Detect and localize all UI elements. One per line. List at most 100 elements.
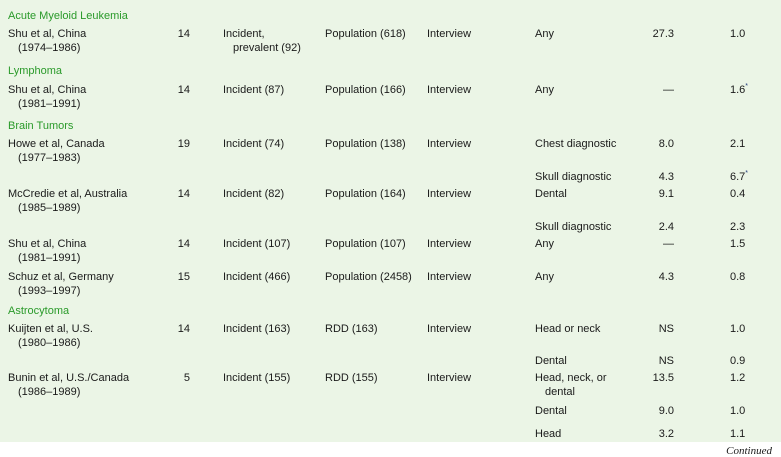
odds-ratio-cell: 1.0 — [730, 322, 780, 336]
study-cell-line: (1977–1983) — [18, 152, 81, 164]
study-cell-line: (1993–1997) — [18, 285, 81, 297]
method-cell: Interview — [427, 372, 472, 384]
odds-ratio-value: 0.9 — [730, 355, 746, 367]
exposure-cell: Any — [535, 83, 655, 97]
exposure-cell-line: dental — [545, 386, 575, 398]
exposure-cell-line: Dental — [535, 188, 567, 200]
significance-marker: * — [745, 83, 749, 90]
percent-exposed-cell: 13.5 — [652, 372, 674, 384]
study-cell-line: McCredie et al, Australia — [8, 188, 128, 200]
percent-exposed-cell: 27.3 — [652, 28, 674, 40]
odds-ratio-value: 0.4 — [730, 188, 746, 200]
cases-cell-line: Incident, — [223, 28, 265, 40]
odds-ratio-value: 1.5 — [730, 238, 746, 250]
section-heading: Lymphoma — [8, 65, 63, 77]
table-panel — [0, 0, 781, 442]
age-cell: 14 — [177, 84, 190, 96]
odds-ratio-value: 2.3 — [730, 221, 746, 233]
odds-ratio-cell: 1.6* — [730, 83, 780, 97]
method-cell: Interview — [427, 238, 472, 250]
study-cell-line: (1985–1989) — [18, 202, 81, 214]
odds-ratio-value: 0.8 — [730, 271, 746, 283]
study-cell: Shu et al, China (1981–1991) — [8, 237, 178, 265]
study-cell-line: (1981–1991) — [18, 252, 81, 264]
study-cell-line: Bunin et al, U.S./Canada — [8, 372, 130, 384]
cases-cell-line: Incident (107) — [223, 238, 291, 250]
controls-cell: Population (107) — [325, 238, 406, 250]
percent-exposed-cell: — — [663, 238, 674, 250]
exposure-cell-line: Dental — [535, 405, 567, 417]
odds-ratio-cell: 0.4 — [730, 187, 780, 201]
odds-ratio-cell: 1.0 — [730, 404, 780, 418]
odds-ratio-cell: 1.1 — [730, 427, 780, 441]
percent-exposed-cell: 9.1 — [658, 188, 674, 200]
exposure-cell: Any — [535, 27, 655, 41]
cases-cell-line: Incident (466) — [223, 271, 291, 283]
study-cell-line: Kuijten et al, U.S. — [8, 323, 93, 335]
odds-ratio-cell: 0.8 — [730, 270, 780, 284]
section-heading: Brain Tumors — [8, 120, 74, 132]
method-cell: Interview — [427, 138, 472, 150]
study-cell-line: (1981–1991) — [18, 98, 81, 110]
age-cell: 14 — [177, 238, 190, 250]
cases-cell-line: prevalent (92) — [233, 42, 301, 54]
cases-cell: Incident (74) — [223, 137, 323, 151]
cases-cell-line: Incident (163) — [223, 323, 291, 335]
study-cell-line: (1986–1989) — [18, 386, 81, 398]
percent-exposed-cell: 8.0 — [658, 138, 674, 150]
cases-cell: Incident (466) — [223, 270, 323, 284]
study-cell-line: Shu et al, China — [8, 84, 87, 96]
cases-cell: Incident, prevalent (92) — [223, 27, 323, 55]
cases-cell: Incident (82) — [223, 187, 323, 201]
exposure-cell-line: Any — [535, 84, 554, 96]
percent-exposed-cell: 2.4 — [658, 221, 674, 233]
exposure-cell-line: Skull diagnostic — [535, 171, 612, 183]
odds-ratio-value: 2.1 — [730, 138, 746, 150]
age-cell: 15 — [177, 271, 190, 283]
age-cell: 14 — [177, 188, 190, 200]
exposure-cell: Chest diagnostic — [535, 137, 655, 151]
method-cell: Interview — [427, 188, 472, 200]
exposure-cell: Dental — [535, 404, 655, 418]
cases-cell: Incident (163) — [223, 322, 323, 336]
study-cell: Shu et al, China (1981–1991) — [8, 83, 178, 111]
controls-cell: Population (166) — [325, 84, 406, 96]
cases-cell-line: Incident (87) — [223, 84, 285, 96]
odds-ratio-cell: 1.0 — [730, 27, 780, 41]
study-cell-line: (1980–1986) — [18, 337, 81, 349]
controls-cell: RDD (155) — [325, 372, 378, 384]
cases-cell-line: Incident (155) — [223, 372, 291, 384]
study-cell: Kuijten et al, U.S. (1980–1986) — [8, 322, 178, 350]
exposure-cell-line: Any — [535, 28, 554, 40]
cases-cell-line: Incident (82) — [223, 188, 285, 200]
study-cell: Howe et al, Canada (1977–1983) — [8, 137, 178, 165]
odds-ratio-cell: 1.2 — [730, 371, 780, 385]
exposure-cell-line: Chest diagnostic — [535, 138, 617, 150]
controls-cell: RDD (163) — [325, 323, 378, 335]
controls-cell: Population (164) — [325, 188, 406, 200]
odds-ratio-value: 1.0 — [730, 28, 746, 40]
section-heading: Astrocytoma — [8, 305, 70, 317]
exposure-cell-line: Head or neck — [535, 323, 601, 335]
odds-ratio-cell: 1.5 — [730, 237, 780, 251]
method-cell: Interview — [427, 84, 472, 96]
exposure-cell-line: Head, neck, or — [535, 372, 607, 384]
cases-cell: Incident (87) — [223, 83, 323, 97]
continued-label: Continued — [726, 445, 772, 457]
significance-marker: * — [745, 170, 749, 177]
exposure-cell: Skull diagnostic — [535, 220, 655, 234]
percent-exposed-cell: 4.3 — [658, 171, 674, 183]
controls-cell: Population (618) — [325, 28, 406, 40]
method-cell: Interview — [427, 323, 472, 335]
cases-cell: Incident (155) — [223, 371, 323, 385]
odds-ratio-cell: 2.1 — [730, 137, 780, 151]
study-cell-line: (1974–1986) — [18, 42, 81, 54]
study-cell: Shu et al, China (1974–1986) — [8, 27, 178, 55]
exposure-cell: Head or neck — [535, 322, 655, 336]
method-cell: Interview — [427, 271, 472, 283]
percent-exposed-cell: 3.2 — [658, 428, 674, 440]
study-cell-line: Howe et al, Canada — [8, 138, 105, 150]
study-cell-line: Shu et al, China — [8, 28, 87, 40]
percent-exposed-cell: 9.0 — [658, 405, 674, 417]
exposure-cell-line: Dental — [535, 355, 567, 367]
